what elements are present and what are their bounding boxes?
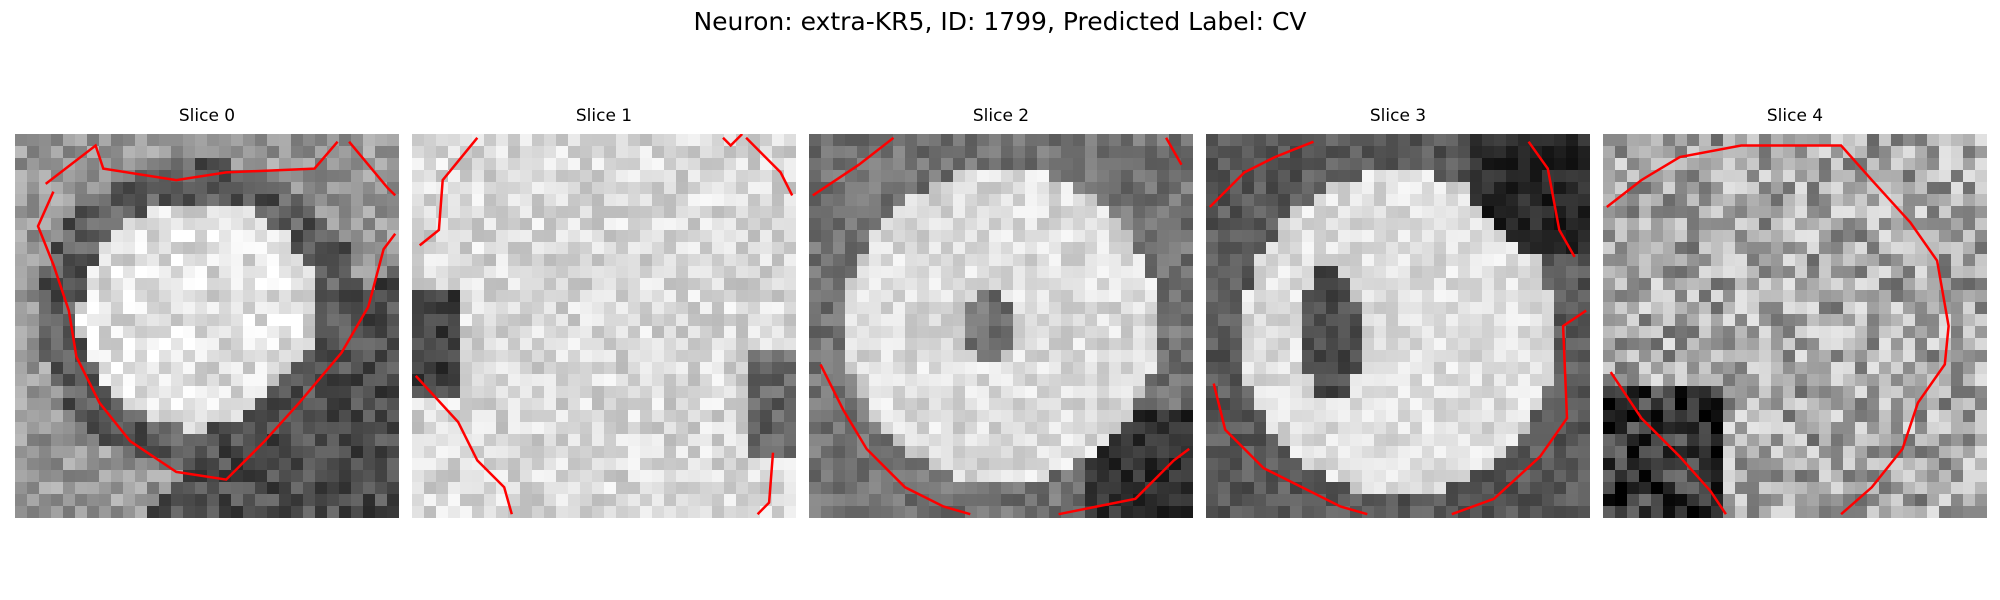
contour-line	[44, 140, 339, 185]
slice-title: Slice 4	[1766, 106, 1824, 126]
slice-panel-4: Slice 4	[1603, 106, 1987, 518]
slice-image	[809, 134, 1193, 518]
slice-panel-2: Slice 2	[809, 106, 1193, 518]
figure-title: Neuron: extra-KR5, ID: 1799, Predicted L…	[693, 7, 1307, 36]
contour-line	[1609, 371, 1727, 515]
slice-image	[15, 134, 399, 518]
contour-line	[1606, 144, 1950, 516]
contour-line	[756, 452, 775, 516]
slice-title: Slice 3	[1369, 106, 1427, 126]
slice-panel-0: Slice 0	[15, 106, 399, 518]
slice-title: Slice 0	[178, 106, 236, 126]
slice-image	[1603, 134, 1987, 518]
slice-image	[412, 134, 796, 518]
contour-line	[1165, 137, 1183, 166]
contour-line	[812, 136, 895, 197]
contour-line	[722, 134, 744, 148]
slice-title: Slice 2	[972, 106, 1030, 126]
contour-line	[745, 136, 794, 196]
contour-line	[1212, 383, 1368, 516]
contour-line	[1058, 447, 1190, 516]
contour-line	[1451, 309, 1587, 516]
contour-line	[348, 140, 397, 197]
contour-line	[414, 375, 514, 515]
contour-line	[36, 191, 397, 481]
slice-image	[1206, 134, 1590, 518]
contour-line	[1208, 140, 1314, 208]
contour-line	[418, 137, 479, 247]
slice-panel-1: Slice 1	[412, 106, 796, 518]
slice-panel-3: Slice 3	[1206, 106, 1590, 518]
contour-line	[819, 363, 971, 516]
contour-line	[1527, 140, 1576, 258]
slice-title: Slice 1	[575, 106, 633, 126]
